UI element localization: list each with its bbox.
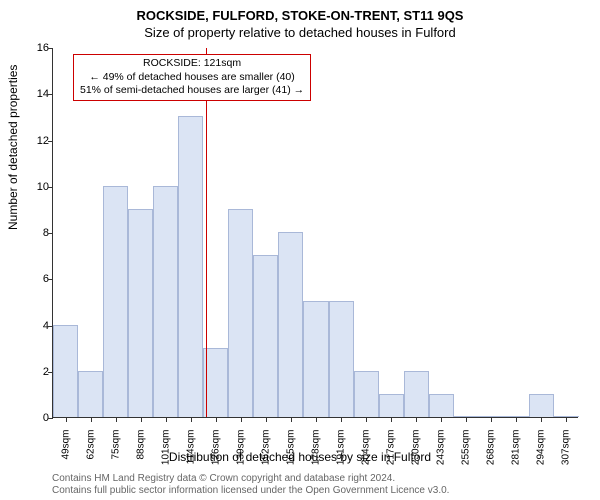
info-box-line2: ← 49% of detached houses are smaller (40… bbox=[80, 71, 304, 85]
histogram-bar bbox=[303, 301, 328, 417]
x-tick-mark bbox=[166, 417, 167, 422]
plot-area: 024681012141649sqm62sqm75sqm88sqm101sqm1… bbox=[52, 48, 578, 418]
x-axis-label: Distribution of detached houses by size … bbox=[0, 450, 600, 464]
x-tick-mark bbox=[491, 417, 492, 422]
y-tick-mark bbox=[48, 233, 53, 234]
x-tick-mark bbox=[441, 417, 442, 422]
x-tick-mark bbox=[116, 417, 117, 422]
histogram-bar bbox=[404, 371, 429, 417]
y-tick-mark bbox=[48, 141, 53, 142]
histogram-bar bbox=[78, 371, 103, 417]
marker-line bbox=[206, 48, 207, 417]
x-tick-mark bbox=[266, 417, 267, 422]
histogram-bar bbox=[278, 232, 303, 417]
histogram-bar bbox=[329, 301, 354, 417]
footer-line1: Contains HM Land Registry data © Crown c… bbox=[52, 473, 395, 484]
histogram-bar bbox=[228, 209, 253, 417]
marker-info-box: ROCKSIDE: 121sqm ← 49% of detached house… bbox=[73, 54, 311, 101]
x-tick-mark bbox=[191, 417, 192, 422]
info-box-line1: ROCKSIDE: 121sqm bbox=[80, 57, 304, 71]
x-tick-mark bbox=[566, 417, 567, 422]
histogram-bar bbox=[103, 186, 128, 417]
y-tick-mark bbox=[48, 48, 53, 49]
histogram-bar bbox=[529, 394, 554, 417]
y-tick-label: 2 bbox=[25, 366, 49, 378]
y-tick-label: 8 bbox=[25, 227, 49, 239]
y-tick-label: 10 bbox=[25, 181, 49, 193]
histogram-bar bbox=[53, 325, 78, 418]
y-tick-mark bbox=[48, 94, 53, 95]
y-tick-mark bbox=[48, 418, 53, 419]
histogram-bar bbox=[253, 255, 278, 417]
x-tick-mark bbox=[316, 417, 317, 422]
x-tick-mark bbox=[291, 417, 292, 422]
x-tick-mark bbox=[216, 417, 217, 422]
x-tick-mark bbox=[516, 417, 517, 422]
y-tick-label: 14 bbox=[25, 88, 49, 100]
histogram-bar bbox=[354, 371, 379, 417]
x-tick-mark bbox=[91, 417, 92, 422]
histogram-bar bbox=[203, 348, 228, 417]
histogram-bar bbox=[429, 394, 454, 417]
chart-container: ROCKSIDE, FULFORD, STOKE-ON-TRENT, ST11 … bbox=[0, 0, 600, 500]
histogram-bar bbox=[128, 209, 153, 417]
y-tick-label: 4 bbox=[25, 320, 49, 332]
y-axis-label: Number of detached properties bbox=[6, 65, 20, 230]
x-tick-mark bbox=[466, 417, 467, 422]
info-box-line3: 51% of semi-detached houses are larger (… bbox=[80, 84, 304, 98]
y-tick-label: 0 bbox=[25, 412, 49, 424]
y-tick-mark bbox=[48, 279, 53, 280]
y-tick-mark bbox=[48, 187, 53, 188]
chart-title-main: ROCKSIDE, FULFORD, STOKE-ON-TRENT, ST11 … bbox=[0, 0, 600, 23]
y-tick-label: 12 bbox=[25, 135, 49, 147]
x-tick-mark bbox=[341, 417, 342, 422]
x-tick-mark bbox=[66, 417, 67, 422]
x-tick-mark bbox=[366, 417, 367, 422]
x-tick-mark bbox=[241, 417, 242, 422]
footer-line2: Contains full public sector information … bbox=[52, 485, 449, 496]
y-tick-label: 16 bbox=[25, 42, 49, 54]
x-tick-mark bbox=[416, 417, 417, 422]
x-tick-mark bbox=[391, 417, 392, 422]
histogram-bar bbox=[153, 186, 178, 417]
histogram-bar bbox=[178, 116, 203, 417]
x-tick-mark bbox=[541, 417, 542, 422]
x-tick-mark bbox=[141, 417, 142, 422]
histogram-bar bbox=[379, 394, 404, 417]
chart-title-sub: Size of property relative to detached ho… bbox=[0, 23, 600, 40]
y-tick-label: 6 bbox=[25, 273, 49, 285]
